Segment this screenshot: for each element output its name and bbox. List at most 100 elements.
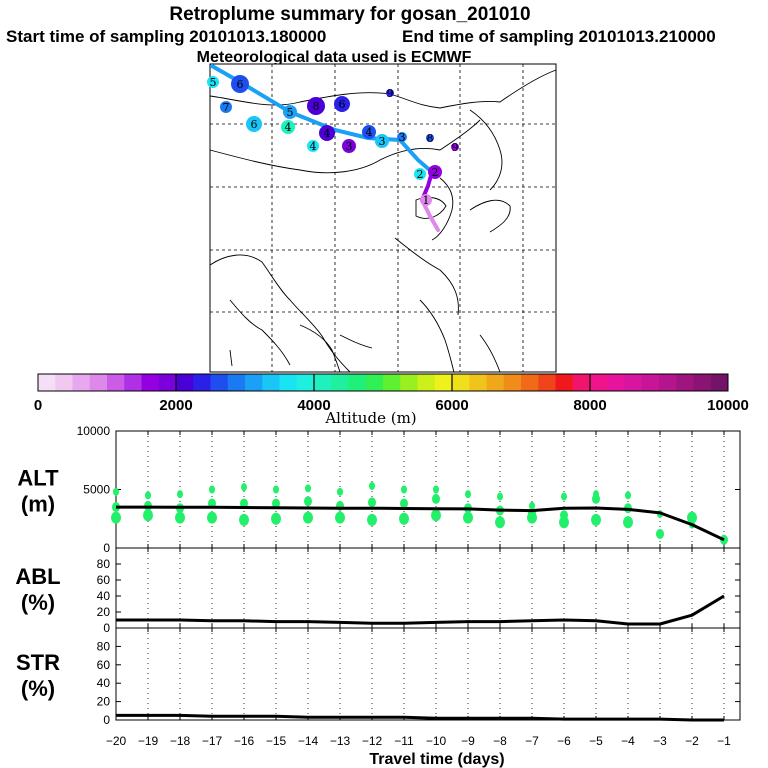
colorbar-swatch [262,374,280,391]
panel-frame [115,627,741,721]
y-tick-label: 10000 [77,424,111,438]
colorbar-swatch [245,374,263,391]
altitude-point [559,516,569,529]
colorbar-swatch [227,374,246,391]
altitude-point [561,492,567,501]
altitude-point [623,516,633,529]
y-tick-label: 80 [97,557,111,571]
altitude-point [431,509,441,522]
altitude-point [687,511,697,524]
cluster-marker [246,116,262,132]
colorbar-swatch [72,374,91,391]
x-tick-label: −9 [461,734,475,748]
altitude-point [463,511,473,524]
time-series-panels: 1000050000ALT(m)806040200ABL(%)806040200… [15,424,741,768]
colorbar-tick-label: 8000 [573,397,606,414]
panel-unit: (%) [21,676,55,701]
altitude-point [111,511,121,524]
y-tick-label: 0 [103,621,110,635]
cluster-marker-label: 8 [313,100,320,113]
cluster-marker [281,120,295,134]
colorbar-swatches [38,374,729,391]
cluster-marker [207,76,219,88]
colorbar-swatch [676,374,694,391]
colorbar-swatch [469,374,487,391]
colorbar-tick-label: 2000 [159,397,192,414]
colorbar-swatch [710,374,729,391]
altitude-point [592,493,600,504]
altitude-point [209,485,215,494]
colorbar-swatch [279,374,298,391]
y-tick-label: 40 [97,589,111,603]
cluster-marker-label: 4 [310,140,317,153]
colorbar-swatch [624,374,643,391]
cluster-marker-label: 2 [417,168,424,181]
colorbar-swatch [193,374,211,391]
map-frame [209,63,557,373]
mean-altitude-line [116,505,725,542]
altitude-point [241,483,247,492]
altitude-point [433,485,439,494]
colorbar-swatch [383,374,401,391]
figure-title: Retroplume summary for gosan_201010 [169,4,530,25]
altitude-point [591,513,601,526]
colorbar-swatch [400,374,418,391]
altitude-point [175,511,185,524]
y-tick-label: 0 [103,541,110,555]
colorbar-label: Altitude (m) [324,409,416,427]
colorbar-swatch [538,374,556,391]
cluster-marker [334,96,350,112]
cluster-marker-label: 2 [432,166,439,179]
cluster-marker [386,89,394,97]
altitude-point [271,512,281,525]
cluster-marker-label: 4 [366,126,373,139]
colorbar-swatch [486,374,505,391]
y-tick-label: 0 [103,713,110,727]
colorbar-swatch [503,374,522,391]
altitude-point [305,484,311,493]
cluster-marker-label: 4 [285,121,292,134]
cluster-marker-label: 1 [423,194,430,207]
altitude-point [529,501,535,510]
percentage-line [116,594,725,626]
colorbar-swatch [89,374,108,391]
altitude-point [207,511,217,524]
y-tick-label: 80 [97,639,111,653]
x-tick-label: −14 [298,734,319,748]
cluster-marker-label: 6 [237,78,244,91]
cluster-marker-label: 3 [379,135,386,148]
x-tick-label: −16 [234,734,255,748]
altitude-point [113,487,119,496]
cluster-marker-label: 9 [387,87,394,100]
altitude-point [369,481,375,490]
colorbar-swatch [348,374,367,391]
panel-unit: (%) [21,590,55,615]
cluster-marker-label: 3 [346,140,353,153]
met-data-line: Meteorological data used is ECMWF [197,49,472,66]
cluster-marker [362,125,376,139]
altitude-point [145,491,151,500]
altitude-point [625,491,631,500]
x-tick-label: −1 [717,734,731,748]
cluster-marker [426,134,434,142]
x-tick-label: −13 [330,734,351,748]
colorbar-frame [37,373,729,392]
cluster-marker [319,125,335,141]
altitude-point [495,516,505,529]
x-tick-label: −11 [394,734,414,748]
x-tick-label: −12 [362,734,383,748]
x-tick-label: −20 [106,734,127,748]
cluster-marker [375,134,389,148]
colorbar-swatch [38,374,56,391]
cluster-marker [307,97,325,115]
coastlines [209,69,557,373]
colorbar-ticks: 0 2000 4000 6000 8000 10000 [34,374,749,414]
altitude-point [401,485,407,494]
altitude-point [432,493,440,504]
map-gridlines [210,64,556,372]
colorbar-swatch [124,374,142,391]
x-tick-label: −15 [266,734,287,748]
altitude-point [303,511,313,524]
